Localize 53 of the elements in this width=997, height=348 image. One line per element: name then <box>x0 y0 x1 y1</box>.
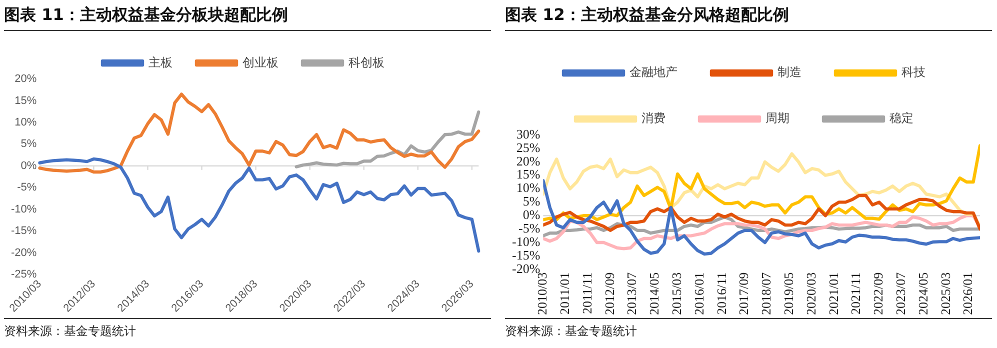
y-tick-label: 15% <box>14 94 37 107</box>
text: 资料来源：基金专题统计 <box>4 318 491 343</box>
y-tick-label: 20% <box>516 153 540 168</box>
x-tick-label: 2011/01 <box>556 272 572 315</box>
y-tick-label: -5% <box>518 220 540 236</box>
y-tick-label: 5% <box>522 194 540 209</box>
y-tick-label: 15% <box>516 166 540 182</box>
legend-label: 主板 <box>148 55 172 70</box>
legend-label: 金融地产 <box>630 65 678 80</box>
x-tick-label: 2023/07 <box>893 272 908 316</box>
x-tick-label: 2010/03 <box>534 272 550 316</box>
y-tick-label: 0% <box>20 160 37 172</box>
x-tick-label: 2021/01 <box>826 272 841 316</box>
x-tick-label: 2018/07 <box>758 272 774 316</box>
x-tick-label: 2022/09 <box>870 272 886 316</box>
x-tick-label: 2026/01 <box>960 272 976 316</box>
x-tick-label: 2014/05 <box>646 272 662 316</box>
y-tick-label: 0% <box>522 207 540 222</box>
y-tick-label: 10% <box>14 116 37 128</box>
x-tick-label: 2013/07 <box>624 272 640 316</box>
chart-title: 图表 11：主动权益基金分板块超配比例 <box>4 0 491 31</box>
y-tick-label: -5% <box>17 182 37 194</box>
legend-label: 创业板 <box>242 55 278 70</box>
legend-label: 周期 <box>766 111 790 126</box>
y-tick-label: 5% <box>20 138 37 150</box>
y-tick-label: -10% <box>10 203 37 216</box>
x-tick-label: 2025/03 <box>938 272 953 316</box>
y-tick-label: 25% <box>516 140 540 155</box>
x-tick-label: 2011/11 <box>579 272 594 314</box>
x-tick-label: 2012/09 <box>602 272 617 316</box>
y-tick-label: 30% <box>516 126 540 142</box>
x-tick-label: 2020/03 <box>803 272 818 316</box>
x-tick-label: 2016/11 <box>714 272 729 315</box>
y-tick-label: -15% <box>512 247 540 262</box>
y-tick-label: -15% <box>10 225 37 238</box>
y-tick-label: 20% <box>14 73 37 86</box>
x-tick-label: 2024/05 <box>915 272 930 316</box>
text: 资料来源：基金专题统计 <box>505 318 992 343</box>
legend-label: 科技 <box>902 65 926 80</box>
y-tick-label: -20% <box>10 246 37 259</box>
legend-label: 科创板 <box>348 55 384 70</box>
chart-title: 图表 12：主动权益基金分风格超配比例 <box>505 0 992 31</box>
legend-label: 消费 <box>642 111 666 126</box>
legend-label: 稳定 <box>890 111 914 126</box>
y-tick-label: 10% <box>516 180 540 196</box>
y-tick-label: -10% <box>512 234 540 249</box>
legend-label: 制造 <box>778 65 802 80</box>
y-tick-label: -25% <box>10 268 37 281</box>
x-tick-label: 2019/05 <box>781 272 796 316</box>
x-tick-label: 2017/09 <box>736 272 752 316</box>
x-tick-label: 2015/03 <box>668 272 684 316</box>
x-tick-label: 2016/01 <box>691 272 706 316</box>
x-tick-label: 2021/11 <box>848 272 864 315</box>
